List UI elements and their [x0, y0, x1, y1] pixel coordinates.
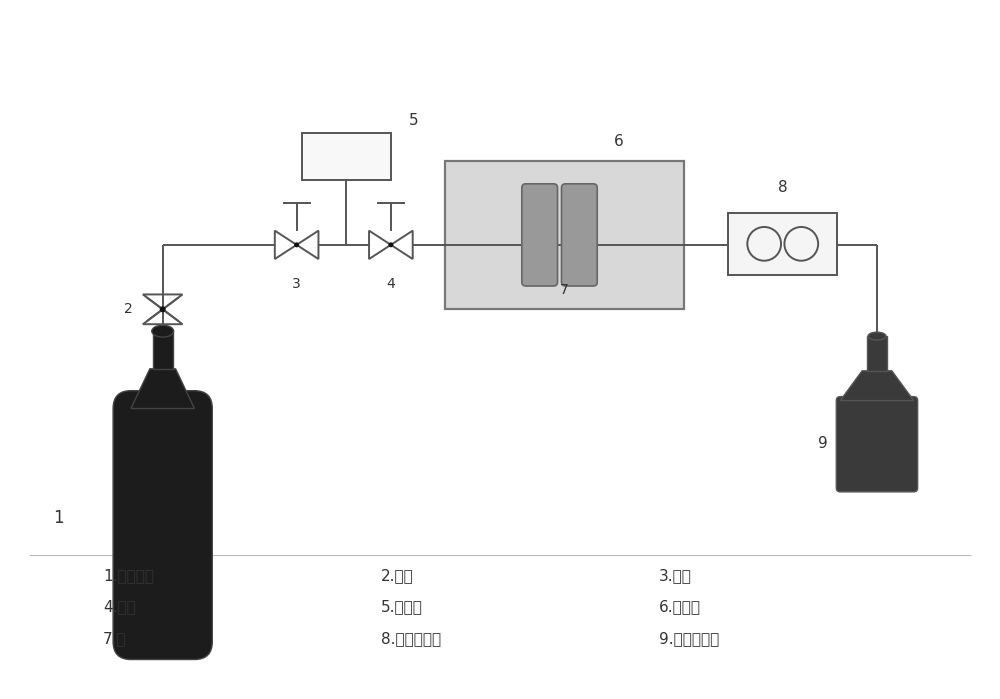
Text: 4.三通: 4.三通 [103, 600, 136, 614]
Text: 3.针阀: 3.针阀 [659, 568, 692, 583]
Circle shape [747, 227, 781, 261]
FancyBboxPatch shape [113, 391, 212, 660]
Circle shape [294, 243, 299, 247]
Text: 6.管式炉: 6.管式炉 [659, 600, 701, 614]
Text: 8.气体流量计: 8.气体流量计 [381, 631, 441, 646]
Bar [728, 213, 837, 275]
FancyBboxPatch shape [562, 184, 597, 286]
Text: 1.气体钒瓶: 1.气体钒瓶 [103, 568, 154, 583]
Circle shape [160, 306, 166, 312]
Polygon shape [131, 369, 194, 408]
Circle shape [784, 227, 818, 261]
Circle shape [388, 243, 393, 247]
FancyBboxPatch shape [836, 396, 918, 492]
Text: 7: 7 [560, 283, 569, 297]
Text: 9: 9 [818, 435, 827, 451]
Text: 7.膜: 7.膜 [103, 631, 127, 646]
Ellipse shape [152, 325, 174, 337]
Bar [302, 133, 391, 180]
Ellipse shape [868, 332, 886, 340]
Text: 8: 8 [778, 180, 788, 195]
Text: 5: 5 [409, 113, 418, 128]
Text: 9.尾气收集瓶: 9.尾气收集瓶 [659, 631, 719, 646]
Polygon shape [840, 371, 914, 401]
Text: 2.球阀: 2.球阀 [381, 568, 414, 583]
Text: 3: 3 [292, 277, 301, 291]
Bar [445, 161, 684, 310]
FancyBboxPatch shape [522, 184, 558, 286]
Bar [867, 336, 887, 371]
Text: 5.压力表: 5.压力表 [381, 600, 423, 614]
Text: 6: 6 [614, 134, 624, 149]
Text: 1: 1 [53, 509, 64, 526]
Text: 4: 4 [386, 277, 395, 291]
Text: 2: 2 [124, 303, 132, 317]
Bar [153, 331, 173, 369]
